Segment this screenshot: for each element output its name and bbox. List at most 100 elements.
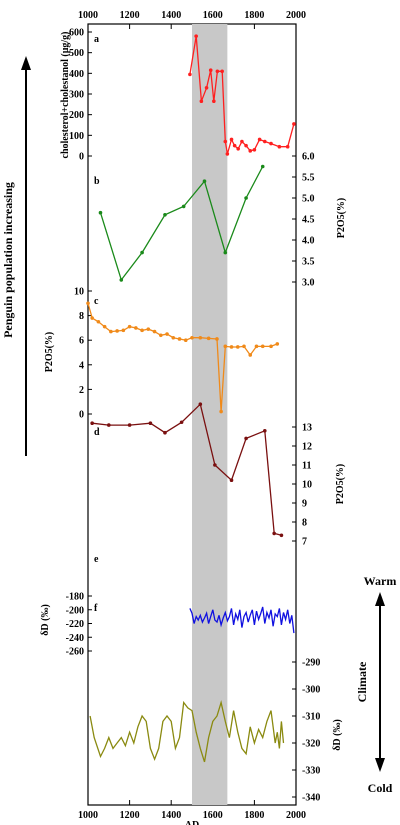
data-point [115,329,119,333]
y-tick-label: 100 [69,131,84,142]
data-point [190,335,194,340]
y-axis-label: δD (‰) [332,719,343,751]
population-arrow-head [21,56,31,70]
data-point [90,421,94,426]
y-tick-label: 400 [69,69,84,80]
data-point [242,344,246,349]
y-tick-label: 9 [302,499,307,510]
data-point [223,250,228,255]
data-point [140,250,144,255]
y-axis-label: δD (‰) [40,604,51,636]
data-point [244,196,248,200]
y-tick-label: 6.0 [302,152,315,163]
data-point [263,429,267,433]
x-tick-label-top: 1400 [161,10,181,21]
y-tick-label: 600 [69,28,84,39]
y-axis-label: cholesterol+cholestanol (μg/g) [60,32,71,159]
side-annotations: Penguin population increasing Warm Cold Cli… [1,56,396,795]
y-axis-label: P2O5(%) [335,464,346,505]
y-tick-label: 8 [79,311,84,322]
y-tick-label: -260 [66,647,84,658]
x-tick-label-top: 1000 [78,10,98,21]
y-axis-label: P2O5(%) [44,332,55,373]
panel-f: f -290 -300 -310 -320 -330 -340 δD (‰) [89,603,343,804]
series-line [92,402,282,536]
data-point [107,423,111,427]
data-point [223,139,228,144]
data-point [254,344,259,349]
panel-letter: a [94,34,99,45]
panel-letter: d [94,427,100,438]
data-point [240,139,244,144]
data-point [235,345,240,349]
data-point [229,478,234,483]
data-point [102,324,107,329]
data-point [260,344,265,349]
y-tick-label: 12 [302,442,312,453]
data-point [86,301,90,306]
y-tick-label: -240 [66,633,84,644]
data-point [220,69,224,74]
data-point [275,342,280,346]
data-point [252,148,257,152]
y-tick-label: 10 [302,480,312,491]
data-point [204,86,209,90]
data-point [127,324,132,329]
data-point [215,337,219,341]
cold-label: Cold [368,781,393,795]
data-point [179,420,184,425]
data-point [127,423,132,427]
data-point [98,210,103,215]
data-point [146,327,151,331]
y-tick-label: -330 [302,766,320,777]
x-tick-label-top: 1200 [120,10,140,21]
y-tick-label: 8 [302,518,307,529]
x-tick-label-bottom: 1000 [78,810,98,821]
y-tick-label: 4.0 [302,236,315,247]
y-tick-label: 5.5 [302,173,315,184]
panel-d: d 7 8 9 10 11 12 13 P2O5(%) [90,402,346,548]
series-line [89,699,285,763]
y-tick-label: 4.5 [302,215,315,226]
y-tick-label: 0 [79,152,84,163]
data-point [272,531,276,536]
data-point [121,328,126,333]
y-tick-label: 500 [69,48,84,59]
data-point [109,329,113,334]
data-point [148,421,153,426]
data-point [260,164,265,169]
data-point [248,353,253,357]
x-tick-label-top: 1600 [203,10,223,21]
data-point [236,146,240,151]
data-point [202,179,207,183]
data-point [277,144,282,149]
data-point [183,338,188,343]
panel-e: e -180 -200 -220 -240 -260 δD (‰) [40,554,295,658]
data-point [219,409,223,414]
climate-arrow-head-down [375,758,385,772]
data-point [96,319,101,324]
panels-layer: a0100200300400500600cholesterol+cholesta… [40,28,347,804]
data-point [152,329,157,334]
series-line [99,166,264,282]
highlight-band-layer [192,24,228,805]
x-tick-label-top: 2000 [286,10,306,21]
data-point [194,34,198,38]
x-tick-label-bottom: 1400 [161,810,181,821]
panel-letter: e [94,554,99,565]
data-point [213,463,217,467]
x-tick-label-bottom: 1200 [120,810,140,821]
x-axis-label: AD [185,820,199,825]
y-tick-label: -290 [302,658,320,669]
data-point [208,68,213,73]
panel-b: b 3.0 3.5 4.0 4.5 5.0 5.5 6.0 P2O5(%) [94,152,347,289]
y-tick-label: 2 [79,385,84,396]
y-tick-label: 4 [79,360,84,371]
data-point [225,152,230,156]
y-tick-label: 3.0 [302,278,315,289]
data-point [212,99,216,104]
y-tick-label: 10 [74,287,84,298]
x-tick-label-top: 1800 [244,10,264,21]
y-tick-label: 3.5 [302,257,315,268]
